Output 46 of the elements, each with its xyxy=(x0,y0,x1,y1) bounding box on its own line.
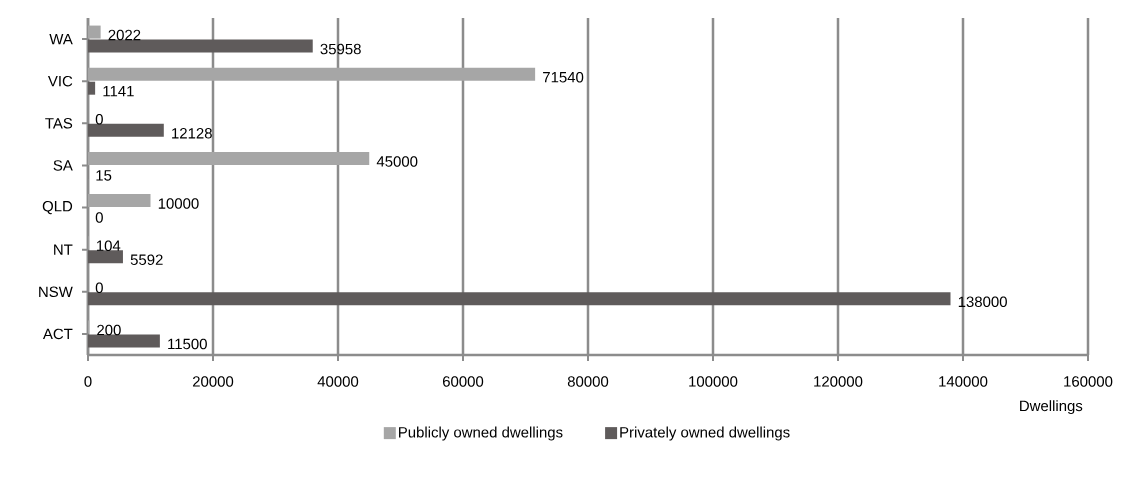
y-tick-label: ACT xyxy=(42,328,73,340)
y-tick-label: NSW xyxy=(39,286,73,298)
x-tick-label: 120000 xyxy=(814,376,863,387)
x-tick-label: 140000 xyxy=(939,376,988,387)
x-tick-label: 100000 xyxy=(689,376,738,387)
bar xyxy=(88,292,951,306)
x-tick-label: 40000 xyxy=(317,376,359,387)
data-label: 11500 xyxy=(168,338,207,350)
y-tick-label: VIC xyxy=(47,75,73,87)
bar xyxy=(88,151,370,165)
data-label: 104 xyxy=(96,240,121,251)
data-label: 200 xyxy=(97,324,121,336)
data-label: 1141 xyxy=(103,86,134,97)
y-tick-label: TAS xyxy=(45,118,73,129)
x-axis-title: Dwellings xyxy=(1020,400,1083,415)
x-tick-label: 20000 xyxy=(192,376,234,387)
y-tick-label: WA xyxy=(49,33,73,45)
data-label: 35958 xyxy=(320,43,361,55)
x-tick-label: 160000 xyxy=(1064,376,1113,387)
bar xyxy=(88,25,101,39)
data-label: 0 xyxy=(95,114,103,125)
bar xyxy=(88,67,536,81)
x-tick-label: 0 xyxy=(84,376,92,387)
data-label: 71540 xyxy=(543,71,584,83)
legend-label: Publicly owned dwellings xyxy=(399,426,563,441)
data-label: 45000 xyxy=(376,156,418,167)
legend-label: Privately owned dwellings xyxy=(620,426,790,441)
data-label: 12128 xyxy=(172,128,212,139)
y-tick-label: QLD xyxy=(42,200,73,215)
data-label: 0 xyxy=(95,282,103,294)
data-label: 5592 xyxy=(130,254,163,265)
y-tick-label: SA xyxy=(53,160,73,171)
data-label: 2022 xyxy=(108,29,141,41)
data-label: 0 xyxy=(95,212,103,223)
bar xyxy=(88,250,123,264)
x-tick-label: 80000 xyxy=(567,376,609,387)
bar xyxy=(88,334,160,348)
bar xyxy=(88,194,151,208)
y-tick-label: NT xyxy=(54,244,73,255)
bar xyxy=(88,39,313,53)
bar xyxy=(88,81,96,95)
data-label: 10000 xyxy=(158,198,199,209)
bar xyxy=(88,123,164,137)
x-tick-label: 60000 xyxy=(442,376,484,387)
data-label: 15 xyxy=(96,170,112,181)
data-label: 138000 xyxy=(958,296,1007,308)
